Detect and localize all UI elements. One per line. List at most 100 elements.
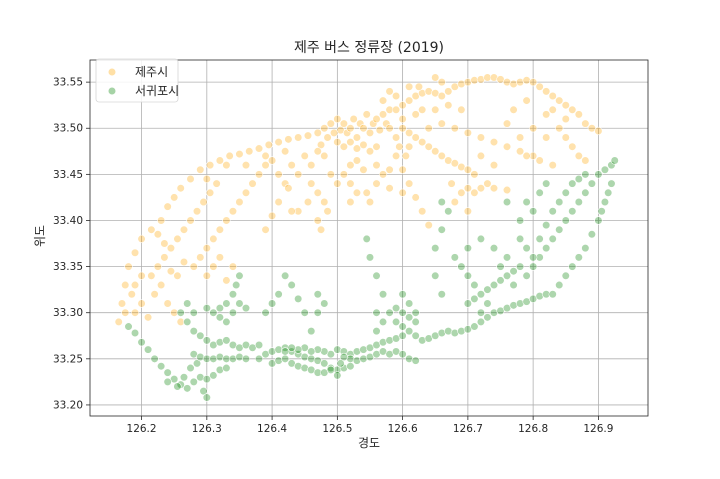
data-point <box>509 105 518 114</box>
data-point <box>568 179 577 188</box>
data-point <box>489 308 499 317</box>
data-point <box>176 184 185 193</box>
data-point <box>431 244 440 253</box>
data-point <box>147 271 156 280</box>
data-point <box>457 262 466 271</box>
data-point <box>535 234 544 244</box>
data-point <box>574 197 583 207</box>
data-point <box>463 207 472 216</box>
data-point <box>437 91 446 101</box>
data-point <box>300 151 309 161</box>
data-point <box>137 234 146 244</box>
data-point <box>215 365 224 374</box>
data-point <box>437 119 446 128</box>
data-point <box>326 365 335 374</box>
data-point <box>222 276 231 285</box>
data-point <box>261 308 270 317</box>
data-point <box>411 110 420 119</box>
data-point <box>202 174 211 184</box>
data-point <box>222 216 231 225</box>
data-point <box>548 91 557 101</box>
data-point <box>209 262 218 271</box>
data-point <box>294 294 303 303</box>
data-point <box>365 147 375 156</box>
data-point <box>222 317 231 327</box>
data-point <box>418 137 427 147</box>
data-point <box>343 128 352 137</box>
data-point <box>411 356 420 365</box>
data-point <box>555 225 564 234</box>
data-point <box>202 375 211 384</box>
data-point <box>418 207 427 216</box>
data-point <box>313 345 322 354</box>
data-point <box>561 114 570 124</box>
data-point <box>581 170 590 179</box>
data-point <box>457 79 466 89</box>
data-point <box>378 110 388 119</box>
data-point <box>375 125 384 135</box>
data-point <box>153 230 162 239</box>
data-point <box>450 197 459 207</box>
data-point <box>391 133 401 142</box>
data-point <box>548 207 557 216</box>
data-point <box>522 76 531 85</box>
data-point <box>382 119 391 128</box>
data-point <box>235 352 244 362</box>
legend: 제주시 서귀포시 <box>95 58 179 103</box>
data-point <box>346 362 355 371</box>
data-point <box>548 234 557 244</box>
data-point <box>186 174 195 184</box>
data-point <box>166 267 176 276</box>
data-point <box>313 290 322 299</box>
data-point <box>398 290 407 299</box>
data-point <box>157 216 166 225</box>
data-point <box>604 188 613 197</box>
data-point <box>476 290 486 299</box>
data-point <box>483 179 492 188</box>
data-point <box>535 188 544 197</box>
data-point <box>186 363 195 373</box>
data-point <box>143 345 153 354</box>
legend-label-seogwipo: 서귀포시 <box>135 84 179 98</box>
data-point <box>205 188 215 197</box>
data-point <box>405 327 414 336</box>
data-point <box>186 216 195 225</box>
data-point <box>496 262 505 271</box>
data-point <box>509 79 518 89</box>
data-point <box>398 331 407 340</box>
data-point <box>398 322 407 331</box>
data-point <box>176 317 185 327</box>
data-point <box>522 197 531 207</box>
data-point <box>274 290 283 299</box>
data-point <box>529 124 538 133</box>
data-point <box>398 114 407 124</box>
data-point <box>352 188 362 197</box>
data-point <box>222 299 231 308</box>
data-point <box>183 384 192 393</box>
data-point <box>535 253 544 262</box>
legend-marker-seogwipo <box>107 86 117 96</box>
data-point <box>463 244 472 253</box>
data-point <box>336 359 345 368</box>
data-point <box>222 336 231 345</box>
legend-box <box>95 58 179 103</box>
data-point <box>313 368 322 377</box>
data-point <box>157 280 166 290</box>
data-point <box>502 78 512 87</box>
data-point <box>444 101 453 110</box>
data-point <box>437 225 446 234</box>
data-point <box>281 179 290 188</box>
data-point <box>470 280 479 290</box>
data-point <box>424 142 433 151</box>
data-point <box>359 345 368 354</box>
data-point <box>235 271 244 280</box>
data-point <box>235 299 244 308</box>
data-point <box>189 377 198 386</box>
data-point <box>339 363 348 373</box>
x-tick-label: 126.5 <box>322 423 352 435</box>
data-point <box>529 78 538 87</box>
data-point <box>333 114 342 124</box>
series-seogwipo <box>124 156 619 402</box>
data-point <box>173 271 182 280</box>
data-point <box>405 128 414 137</box>
